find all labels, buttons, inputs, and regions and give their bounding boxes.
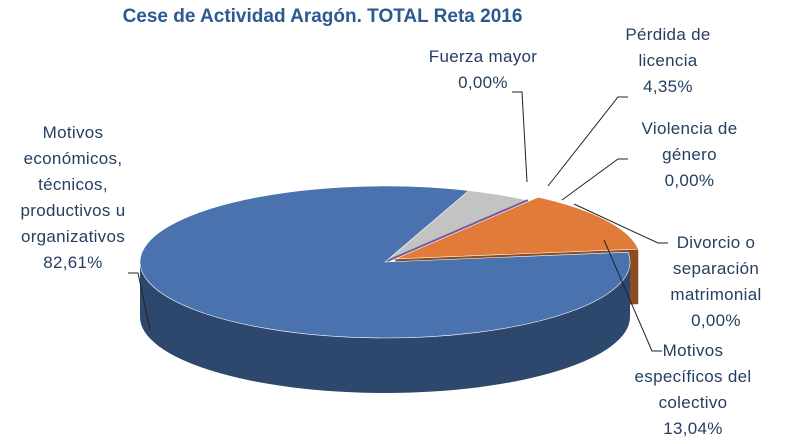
value-label: 4,35%	[643, 77, 693, 96]
leader-line	[573, 203, 668, 244]
leader-line	[561, 158, 628, 201]
category-label: Violencia de género	[641, 119, 738, 164]
chart-title: Cese de Actividad Aragón. TOTAL Reta 201…	[122, 6, 523, 27]
leader-lines	[128, 91, 668, 352]
pie-side	[140, 262, 630, 393]
slice-label: Pérdida de licencia 4,35%	[613, 22, 723, 100]
value-label: 0,00%	[458, 73, 508, 92]
slice-label: Motivos específicos del colectivo 13,04%	[623, 338, 763, 442]
category-label: Pérdida de licencia	[625, 25, 711, 70]
slice-label: Violencia de género 0,00%	[627, 116, 752, 194]
category-label: Motivos específicos del colectivo	[634, 341, 752, 412]
pie-slice	[139, 185, 631, 339]
leader-line	[128, 272, 151, 331]
leader-line	[603, 239, 662, 352]
pie-tops	[139, 185, 639, 339]
leader-line	[547, 96, 628, 187]
leader-line	[512, 91, 528, 183]
category-label: Motivos económicos, técnicos, productivo…	[20, 123, 126, 246]
category-label: Divorcio o separación matrimonial	[670, 233, 762, 304]
pie-slice	[395, 196, 639, 260]
pie-slice	[384, 199, 529, 263]
slice-label: Motivos económicos, técnicos, productivo…	[2, 120, 144, 276]
category-label: Fuerza mayor	[428, 47, 538, 66]
value-label: 13,04%	[663, 419, 723, 438]
value-label: 0,00%	[664, 171, 715, 190]
value-label: 82,61%	[43, 253, 103, 272]
slice-label: Fuerza mayor 0,00%	[413, 44, 553, 96]
slice-label: Divorcio o separación matrimonial 0,00%	[655, 230, 777, 334]
value-label: 0,00%	[691, 311, 741, 330]
